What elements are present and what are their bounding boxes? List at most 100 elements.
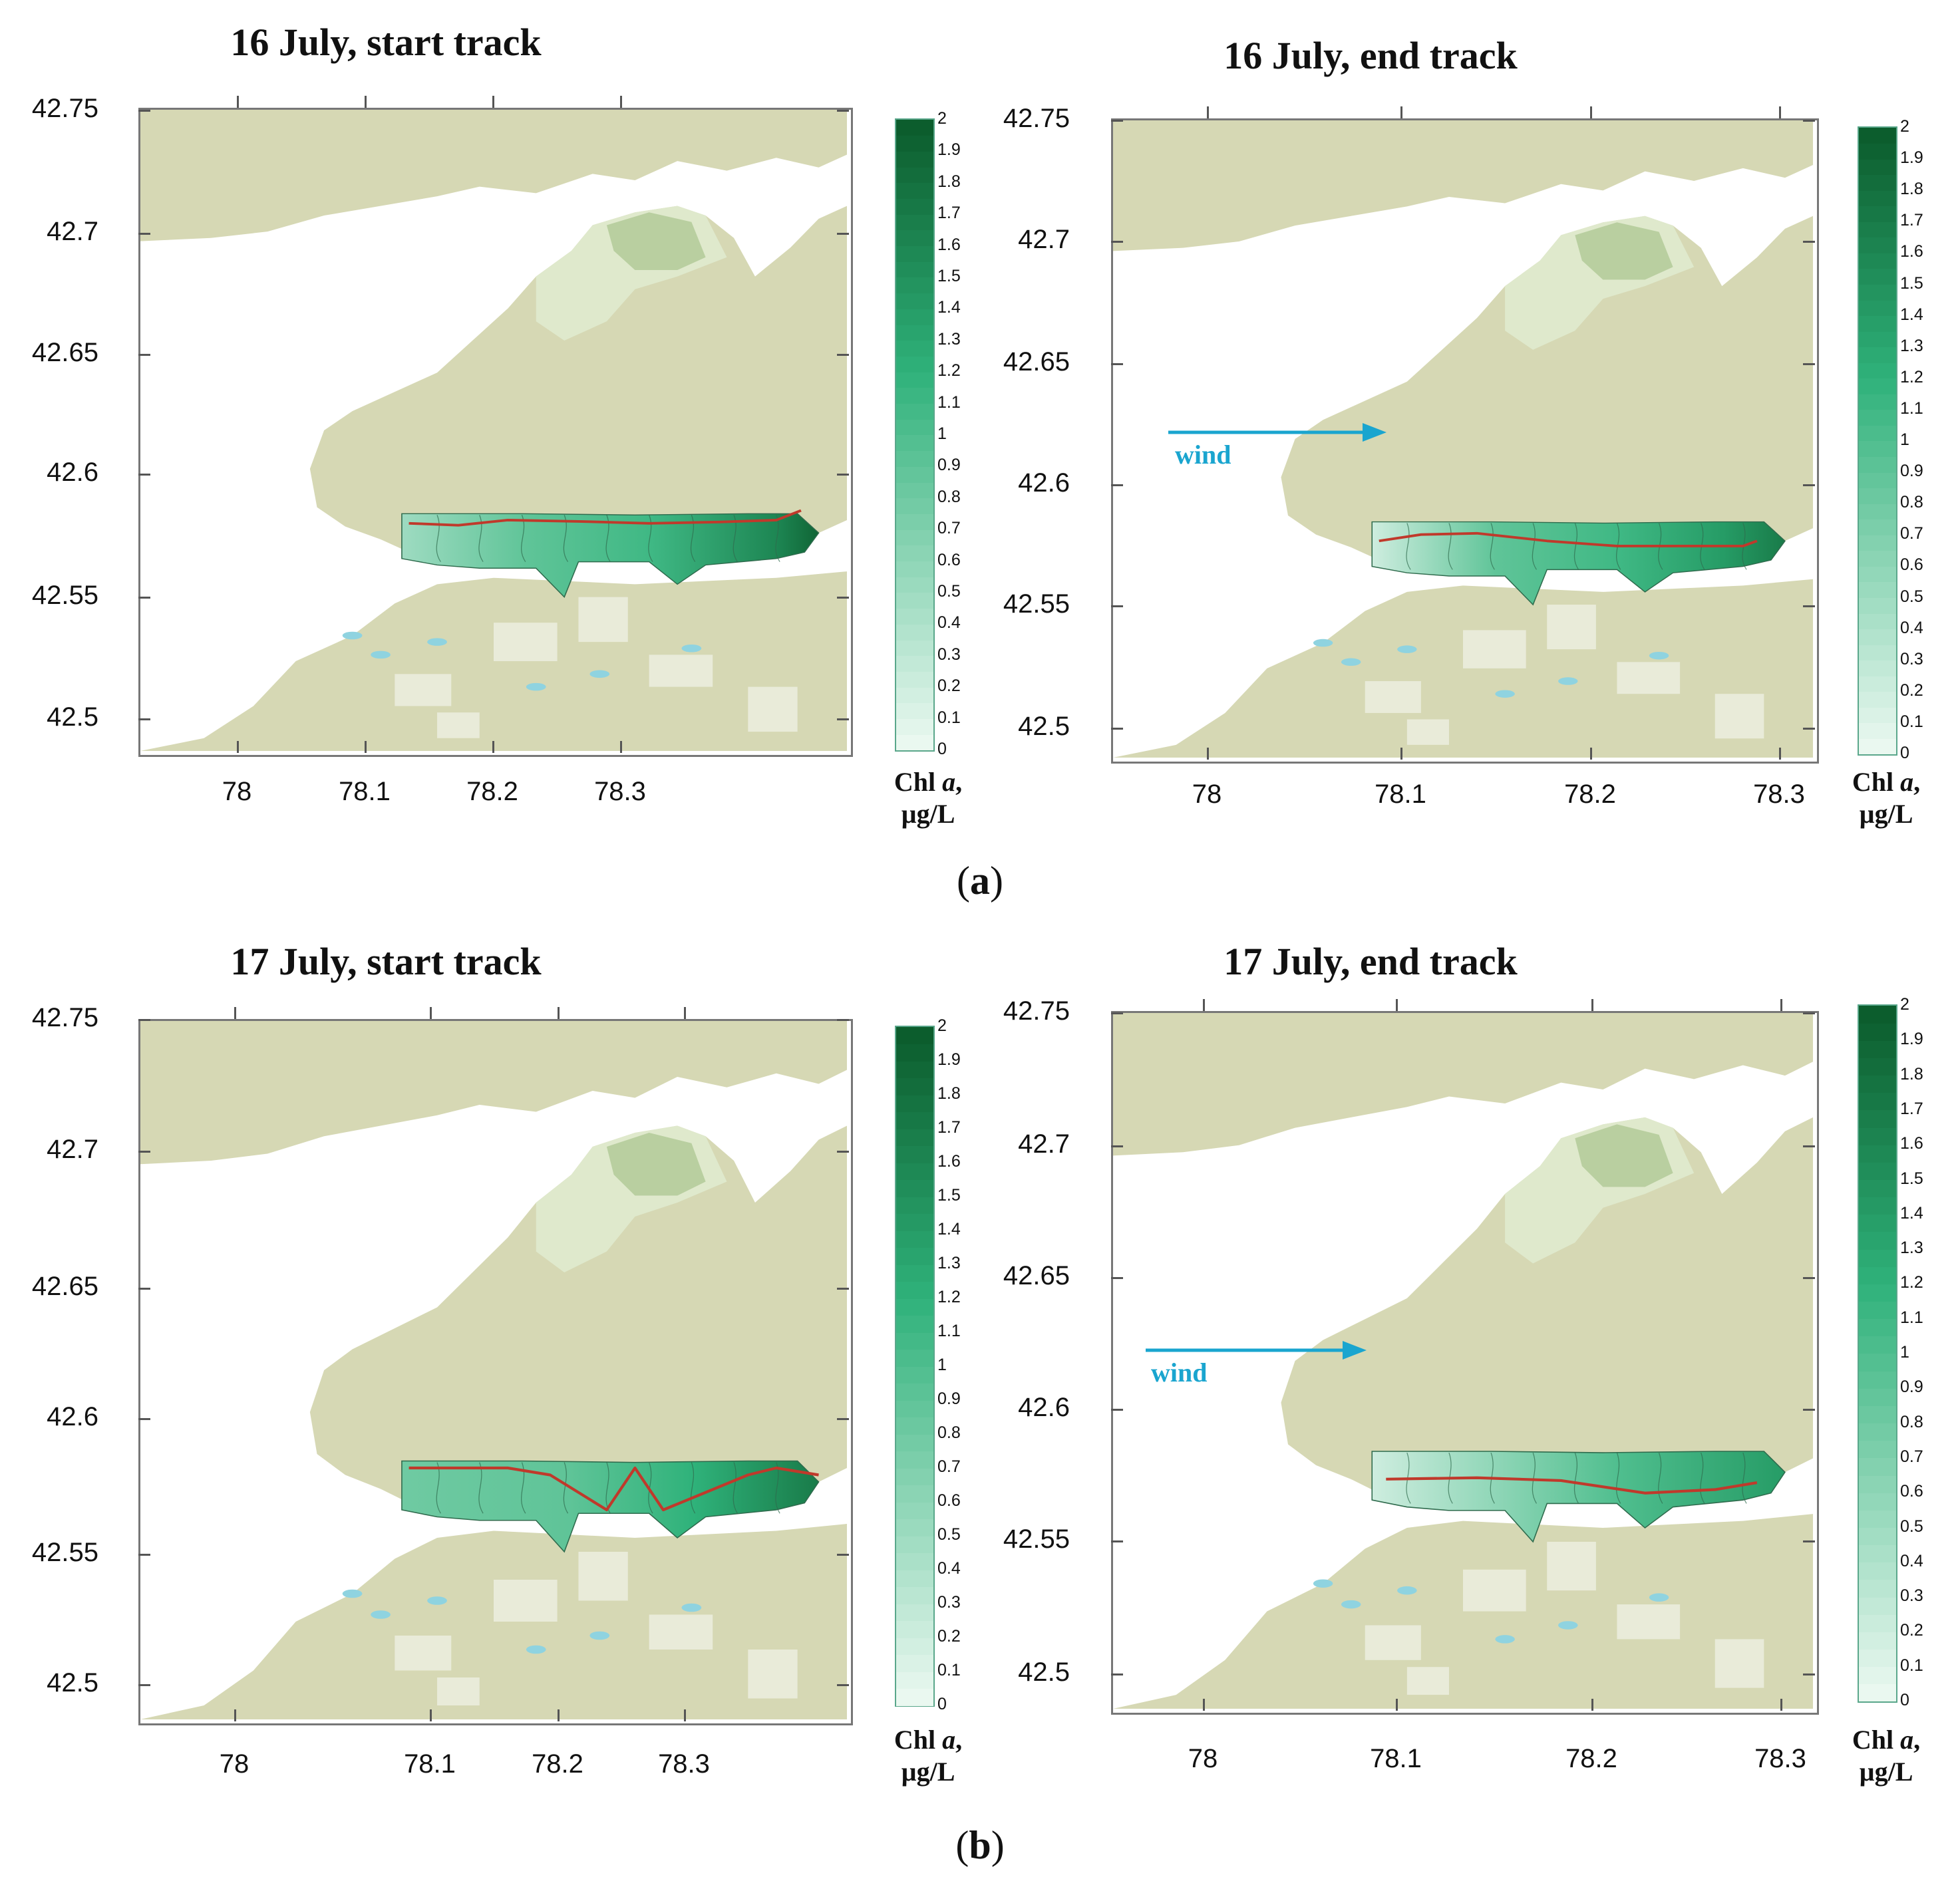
contour-line [605,515,611,562]
colorbar-segment [1859,1493,1896,1511]
colorbar-tick-label: 0.7 [1900,524,1923,543]
panel-title: 16 July, start track [230,21,542,64]
colorbar-segment [1859,1562,1896,1580]
colorbar-segment [1859,1371,1896,1389]
colorbar-segment [896,1552,933,1570]
colorbar-segment [896,718,933,735]
colorbar-tick-label: 2 [937,1016,947,1035]
y-tick-label: 42.6 [1018,1393,1070,1422]
pond [1341,1600,1361,1609]
colorbar-title-text: Chl [1852,1725,1901,1755]
x-tick-label: 78 [222,777,252,806]
colorbar-segment [896,734,933,751]
colorbar-tick-label: 0.5 [937,582,961,601]
colorbar-unit: µg/L [1859,1757,1913,1787]
y-tick-mark [138,1418,150,1420]
colorbar-segment [896,135,933,152]
colorbar-segment [1859,143,1896,160]
pond [1649,1593,1669,1602]
colorbar-segment [896,702,933,720]
pond [681,644,702,653]
colorbar-segment [1859,1597,1896,1615]
colorbar-segment [896,1586,933,1604]
colorbar-segment [1859,1666,1896,1685]
colorbar-segment [896,577,933,593]
colorbar-tick-label: 1.4 [937,1220,961,1238]
x-tick-mark [1591,999,1593,1011]
colorbar-tick-label: 1.1 [1900,1308,1923,1327]
y-tick-label: 42.5 [1018,1658,1070,1687]
field-patch [1715,1639,1764,1688]
colorbar-unit: µg/L [901,1757,955,1787]
colorbar-segment [1859,1214,1896,1233]
marsh-patch [1575,222,1673,280]
colorbar-tick-label: 0.3 [1900,649,1923,668]
north-shore-land [1113,120,1813,251]
colorbar-tick-label: 2 [1900,117,1909,136]
x-tick-label: 78.1 [1375,780,1426,809]
colorbar-tick-label: 1.3 [1900,336,1923,355]
colorbar-segment [896,1163,933,1180]
pond [526,682,546,691]
colorbar-segment [896,277,933,294]
y-tick-mark [1111,1540,1123,1542]
colorbar-segment [1859,1075,1896,1093]
y-tick-mark [1111,120,1123,122]
wind-label: wind [1175,440,1231,470]
colorbar-segment [896,1111,933,1129]
x-tick-mark [430,1709,432,1721]
x-tick-label: 78 [1192,780,1222,809]
contour-line [1573,1452,1579,1504]
field-patch [494,1580,558,1622]
x-tick-mark [1779,106,1781,118]
colorbar-title-italic: a [942,1725,956,1755]
colorbar-tick-label: 0.7 [1900,1447,1923,1466]
colorbar-segment [1859,1162,1896,1180]
colorbar-title-comma: , [1913,1725,1921,1755]
y-tick-mark [837,354,849,356]
colorbar-tick-label: 0.4 [1900,1551,1923,1570]
x-tick-label: 78.3 [1754,1744,1806,1773]
colorbar-segment [896,1604,933,1621]
colorbar-tick-label: 0.6 [937,1491,961,1510]
y-tick-mark [1803,241,1815,243]
caption-b: (b) [955,1823,1005,1867]
colorbar-segment [1859,315,1896,332]
colorbar-tick-label: 1.5 [937,1186,961,1205]
map-frame [138,1019,853,1725]
colorbar-title-italic: a [1900,767,1914,797]
colorbar-tick-label: 0.4 [937,1559,961,1578]
map-svg [140,1021,847,1719]
colorbar [1858,1004,1897,1703]
chl-contour-field [401,513,820,599]
north-shore-land [140,110,847,241]
colorbar-segment [1859,221,1896,238]
y-tick-mark [1111,241,1123,243]
field-patch [1463,1569,1526,1612]
colorbar-segment [1859,1457,1896,1476]
colorbar-segment [1859,613,1896,630]
colorbar-segment [1859,268,1896,285]
colorbar-segment [1859,1405,1896,1424]
colorbar-segment [1859,1318,1896,1337]
colorbar-segment [1859,472,1896,489]
boat-track [1386,1476,1758,1495]
y-tick-mark [138,354,150,356]
field-patch [1547,1541,1596,1591]
colorbar-title: Chl a, µg/L [878,766,978,830]
y-tick-label: 42.65 [31,1272,98,1301]
y-tick-mark [837,718,849,720]
colorbar-tick-label: 2 [937,109,947,128]
colorbar-segment [1859,1336,1896,1354]
colorbar-tick-label: 1.2 [937,361,961,380]
colorbar-tick-label: 1 [937,424,947,443]
wind-arrow-icon [1168,423,1387,442]
colorbar-segment [896,1231,933,1248]
colorbar-tick-label: 1.6 [937,235,961,254]
contour-line [1658,1452,1663,1504]
colorbar-segment [896,624,933,641]
colorbar-segment [896,167,933,184]
colorbar-segment [1859,1127,1896,1145]
y-tick-mark [138,1684,150,1686]
colorbar-segment [1859,1145,1896,1163]
